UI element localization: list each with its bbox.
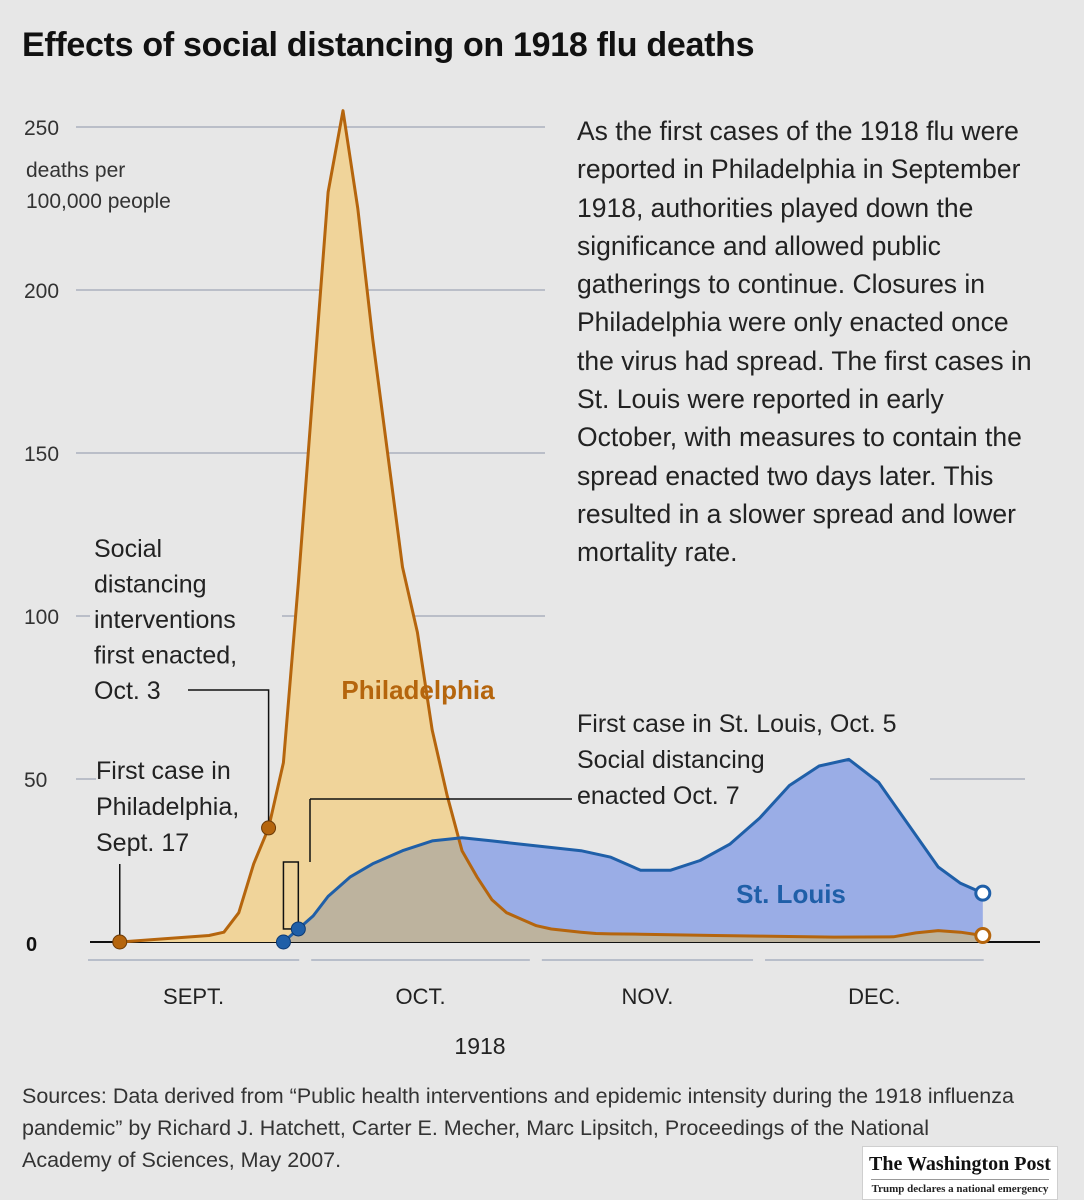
stlouis-line (282, 757, 984, 944)
annotation-points (112, 820, 992, 950)
annotation-line: interventions (94, 606, 236, 634)
philadelphia-area (119, 110, 983, 942)
annotation-line: First case in (96, 757, 231, 785)
publisher-rule (871, 1179, 1049, 1180)
publisher-headline: Trump declares a national emergency (871, 1183, 1049, 1195)
annotation-leader (188, 689, 270, 828)
x-tick-label: SEPT. (163, 984, 224, 1009)
publisher-name: The Washington Post (869, 1153, 1051, 1175)
annotation-line: Social distancing (577, 746, 765, 774)
publisher-badge: The Washington Post Trump declares a nat… (862, 1146, 1058, 1200)
chart-title: Effects of social distancing on 1918 flu… (22, 26, 755, 64)
annotation-line: Sept. 17 (96, 829, 189, 857)
philadelphia-distancing-point (261, 820, 277, 836)
series-lines (119, 109, 984, 944)
x-axis-label: 1918 (454, 1033, 505, 1059)
annotation-line: Oct. 3 (94, 677, 161, 705)
x-tick-label: DEC. (848, 984, 901, 1009)
annotation-line: enacted Oct. 7 (577, 782, 740, 810)
annotation-line: Philadelphia, (96, 793, 239, 821)
philadelphia-label: Philadelphia (341, 675, 495, 705)
chart-description: As the first cases of the 1918 flu were … (577, 116, 1032, 568)
stlouis-end-point (974, 884, 992, 902)
x-tick-label: OCT. (395, 984, 445, 1009)
x-tick-label: NOV. (622, 984, 674, 1009)
chart: 0 50 100 150 200 250 deaths per 100,000 people S… (24, 109, 1040, 1059)
sources-note: Sources: Data derived from “Public healt… (22, 1084, 1014, 1172)
stlouis-label: St. Louis (736, 879, 846, 909)
y-tick-label: 150 (24, 443, 59, 466)
stlouis-first-case-point (275, 934, 291, 950)
overlap-area (283, 838, 983, 942)
stlouis-distancing-point (290, 921, 306, 937)
y-tick-label: 250 (24, 117, 59, 140)
annotation-line: First case in St. Louis, Oct. 5 (577, 710, 897, 738)
annotation-line: distancing (94, 571, 207, 599)
philadelphia-line (119, 109, 984, 944)
philadelphia-first-case-point (112, 934, 128, 950)
annotation-line: Social (94, 535, 162, 563)
y-tick-label: 200 (24, 280, 59, 303)
y-tick-label: 100 (24, 606, 59, 629)
annotation-line: first enacted, (94, 642, 237, 670)
y-axis-unit: 100,000 people (26, 190, 171, 213)
y-axis-unit: deaths per (26, 159, 125, 182)
series-areas (119, 110, 983, 942)
chart-texts: 0 50 100 150 200 250 deaths per 100,000 people S… (24, 117, 901, 1059)
y-tick-label: 50 (24, 769, 47, 792)
y-tick-label: 0 (26, 934, 37, 956)
philadelphia-end-point (974, 926, 992, 944)
